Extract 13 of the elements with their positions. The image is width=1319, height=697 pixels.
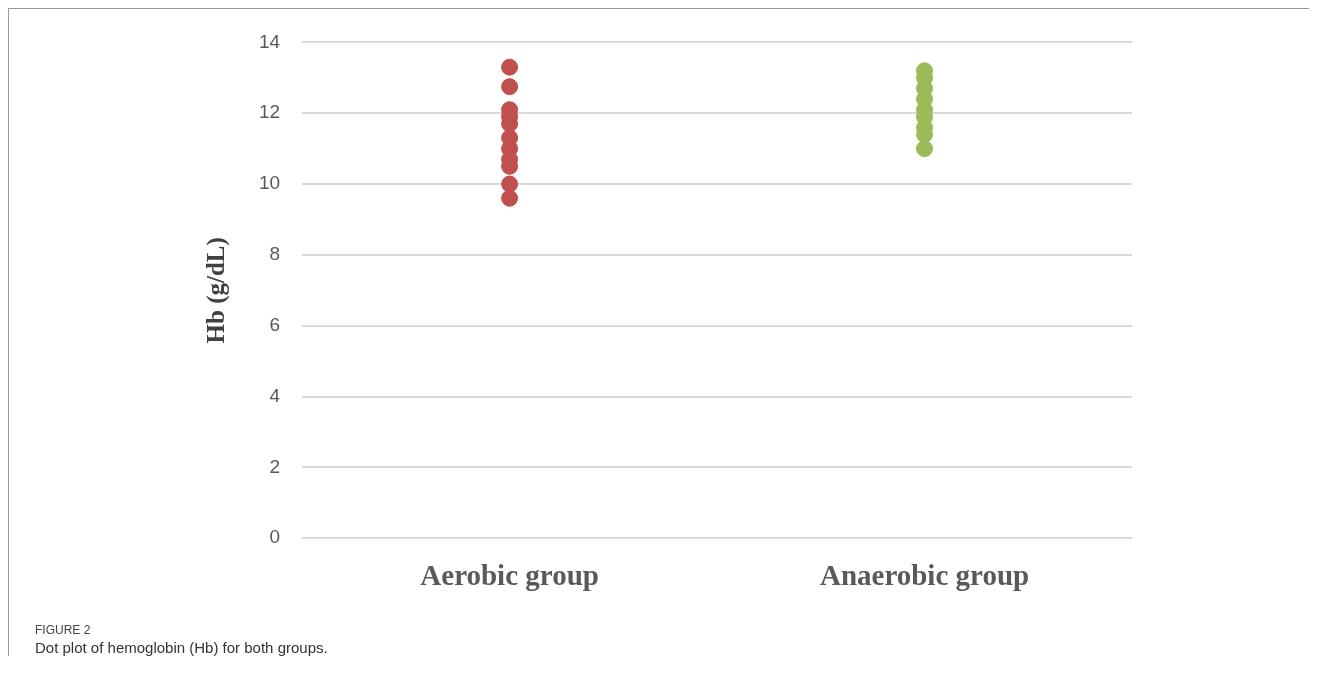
y-tick-label: 12 — [258, 101, 281, 123]
y-tick-label: 14 — [258, 30, 281, 52]
y-tick-label: 0 — [269, 526, 281, 548]
y-axis-title: Hb (g/dL) — [202, 237, 231, 344]
text: Dot plot of hemoglobin (Hb) for both groups. — [35, 639, 329, 656]
x-tick-label: Aerobic group — [420, 559, 599, 592]
caption: FIGURE 2 — [35, 623, 92, 637]
y-tick-label: 10 — [258, 172, 281, 194]
y-tick-label: 2 — [269, 455, 281, 477]
y-tick-label: 6 — [269, 313, 281, 335]
y-tick-label: 8 — [269, 243, 281, 265]
x-tick-label: Anaerobic group — [819, 559, 1030, 592]
y-tick-label: 4 — [269, 384, 281, 406]
